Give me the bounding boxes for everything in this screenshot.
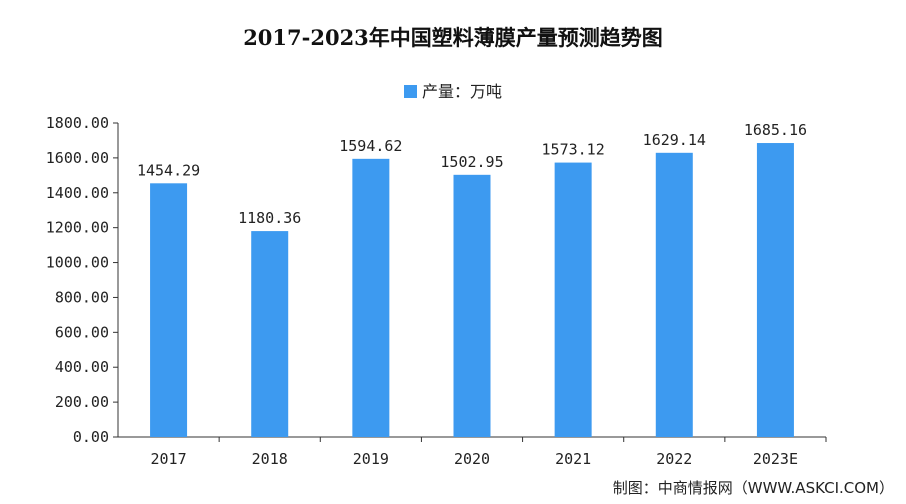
- bar: [251, 231, 289, 437]
- bar: [150, 183, 188, 437]
- data-label: 1180.36: [238, 209, 301, 227]
- y-tick-label: 400.00: [55, 358, 109, 376]
- y-tick-label: 1400.00: [46, 184, 109, 202]
- data-label: 1685.16: [744, 121, 807, 139]
- bar: [453, 174, 491, 437]
- data-label: 1594.62: [339, 137, 402, 155]
- bar: [655, 152, 693, 437]
- y-tick-label: 600.00: [55, 323, 109, 341]
- y-tick-label: 200.00: [55, 393, 109, 411]
- x-tick-label: 2023E: [753, 450, 798, 468]
- legend-swatch: [403, 85, 417, 98]
- bar: [756, 143, 794, 437]
- x-tick-label: 2022: [656, 450, 692, 468]
- legend-label: 产量：万吨: [421, 82, 502, 101]
- x-tick-label: 2020: [454, 450, 490, 468]
- x-tick-label: 2017: [151, 450, 187, 468]
- y-tick-label: 1000.00: [46, 254, 109, 272]
- data-label: 1454.29: [137, 161, 200, 179]
- bar: [554, 162, 592, 438]
- y-tick-label: 1200.00: [46, 219, 109, 237]
- y-tick-label: 1600.00: [46, 149, 109, 167]
- y-tick-label: 800.00: [55, 288, 109, 306]
- bar: [352, 158, 390, 437]
- legend: 产量：万吨: [0, 78, 906, 102]
- x-tick-label: 2018: [252, 450, 288, 468]
- data-label: 1573.12: [542, 141, 605, 159]
- source-note: 制图：中商情报网（WWW.ASKCI.COM）: [612, 479, 894, 497]
- chart-title: 2017-2023年中国塑料薄膜产量预测趋势图: [243, 25, 663, 50]
- y-tick-label: 0.00: [73, 428, 109, 446]
- x-tick-label: 2021: [555, 450, 591, 468]
- data-label: 1502.95: [440, 153, 503, 171]
- data-label: 1629.14: [643, 131, 706, 149]
- y-tick-label: 1800.00: [46, 114, 109, 132]
- x-tick-label: 2019: [353, 450, 389, 468]
